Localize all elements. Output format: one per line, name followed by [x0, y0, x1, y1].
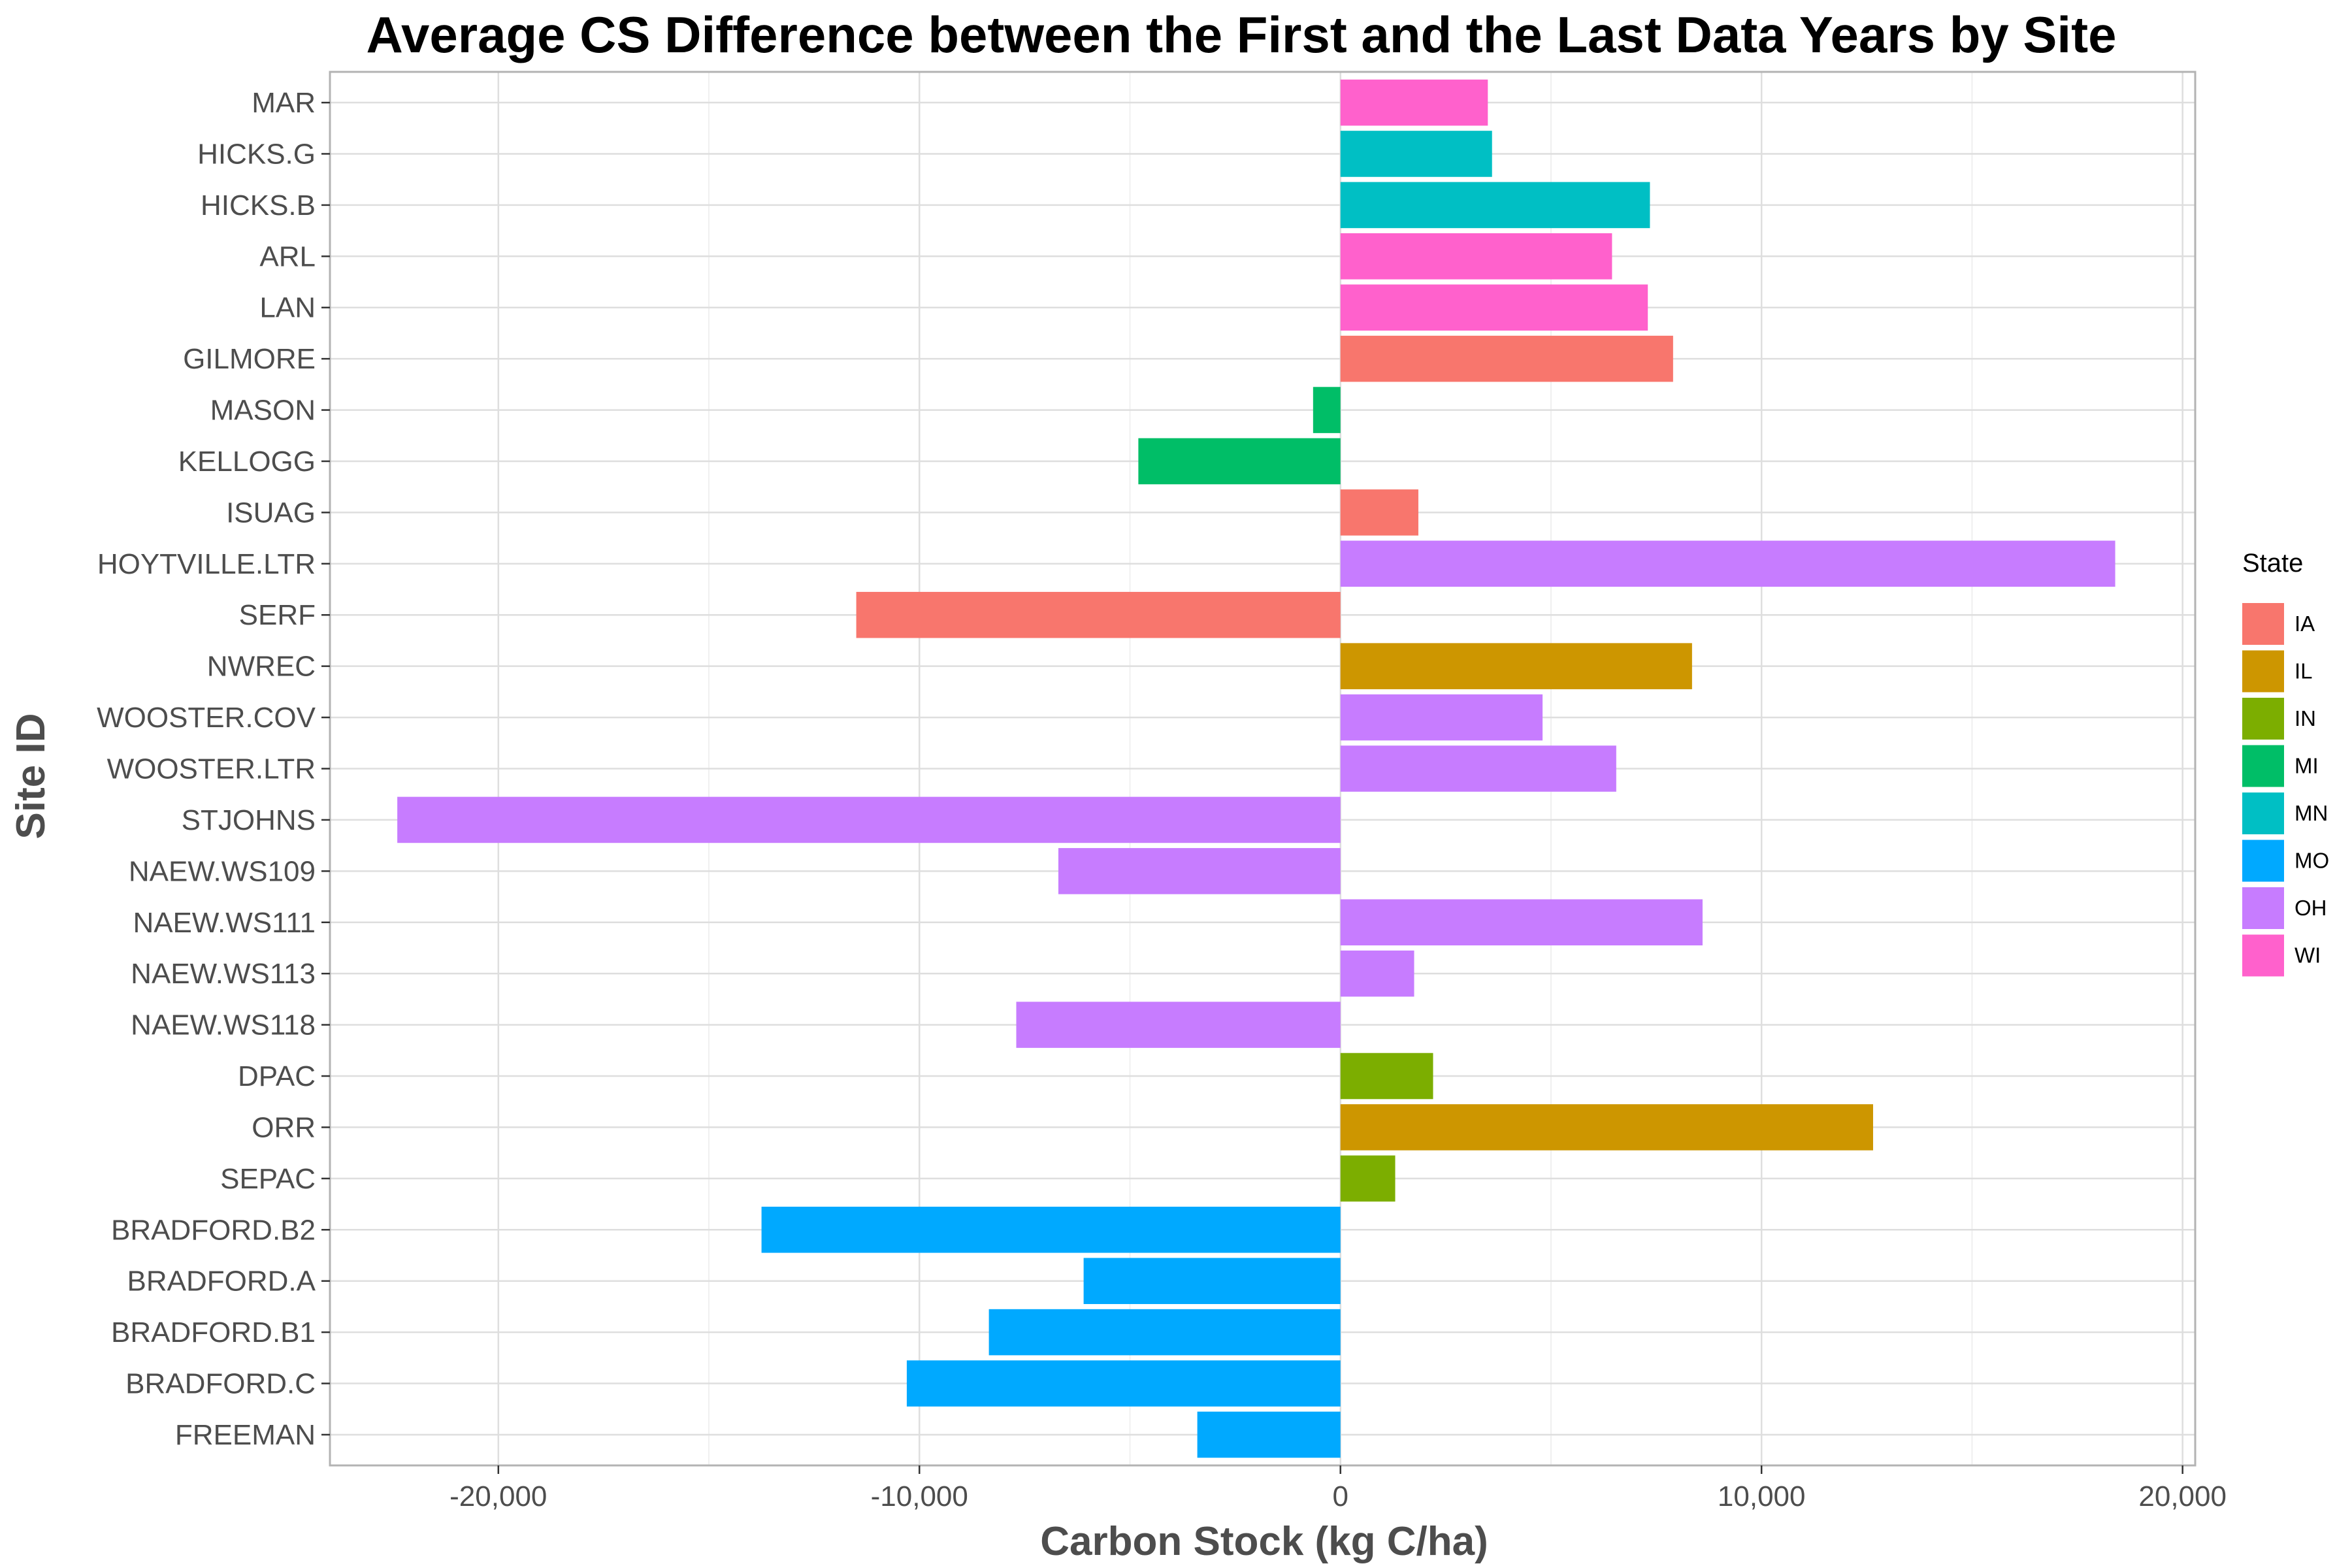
bar-freeman — [1197, 1411, 1341, 1458]
y-tick-label: HICKS.G — [197, 138, 316, 170]
bar-wooster-ltr — [1340, 745, 1616, 792]
legend-title: State — [2242, 549, 2303, 578]
legend-swatch-mo — [2242, 840, 2284, 882]
bar-mar — [1340, 79, 1488, 126]
y-tick-label: SEPAC — [220, 1163, 316, 1195]
y-tick-label: SERF — [239, 599, 316, 631]
y-tick-label: WOOSTER.LTR — [107, 753, 316, 785]
x-axis-title: Carbon Stock (kg C/ha) — [1040, 1519, 1488, 1564]
y-tick-label: NWREC — [207, 651, 316, 683]
bar-naew-ws118 — [1016, 1002, 1341, 1048]
y-tick-label: BRADFORD.C — [125, 1368, 316, 1400]
legend-swatch-mi — [2242, 745, 2284, 787]
y-tick-label: WOOSTER.COV — [97, 702, 316, 734]
bar-lan — [1340, 284, 1648, 331]
y-tick-label: LAN — [259, 292, 316, 324]
bar-serf — [856, 591, 1341, 638]
legend-label-il: IL — [2295, 659, 2313, 683]
y-tick-label: NAEW.WS111 — [133, 907, 316, 939]
legend-label-mo: MO — [2295, 849, 2329, 873]
y-tick-label: BRADFORD.B2 — [111, 1214, 316, 1246]
y-tick-label: MAR — [252, 87, 316, 119]
x-tick-label: -10,000 — [871, 1480, 968, 1512]
bar-dpac — [1340, 1053, 1433, 1100]
bar-gilmore — [1340, 335, 1673, 382]
legend-label-in: IN — [2295, 706, 2316, 730]
y-tick-label: KELLOGG — [178, 446, 316, 478]
legend-swatch-ia — [2242, 603, 2284, 645]
y-tick-label: ARL — [259, 240, 316, 272]
y-axis-title: Site ID — [8, 713, 54, 840]
bar-bradford-a — [1083, 1258, 1341, 1304]
legend-label-ia: IA — [2295, 612, 2315, 636]
plot-area: MAR HICKS.G HICKS.B ARL LAN GILMORE MASON KELLO… — [97, 71, 2227, 1512]
bar-bradford-b1 — [988, 1309, 1341, 1356]
bar-naew-ws111 — [1340, 899, 1703, 946]
y-tick-label: NAEW.WS109 — [129, 855, 316, 887]
y-tick-label: DPAC — [238, 1060, 316, 1092]
bar-bradford-b2 — [761, 1206, 1341, 1253]
y-tick-label: STJOHNS — [182, 804, 316, 836]
chart-title: Average CS Difference between the First … — [367, 6, 2117, 63]
bar-hicks-g — [1340, 131, 1492, 177]
y-tick-label: NAEW.WS118 — [131, 1009, 316, 1041]
y-tick-label: ISUAG — [226, 497, 316, 529]
legend-label-mi: MI — [2295, 754, 2319, 778]
bar-isuag — [1340, 489, 1418, 536]
legend-swatch-oh — [2242, 887, 2284, 929]
bar-orr — [1340, 1104, 1873, 1151]
legend-label-wi: WI — [2295, 943, 2321, 968]
legend: State IA IL IN MI MN MO OH WI — [2242, 549, 2329, 977]
bar-nwrec — [1340, 643, 1692, 689]
bar-hoytville-ltr — [1340, 540, 2115, 587]
x-tick-label: 20,000 — [2138, 1480, 2227, 1512]
legend-swatch-il — [2242, 650, 2284, 693]
bar-kellogg — [1138, 438, 1341, 485]
legend-label-mn: MN — [2295, 801, 2328, 825]
y-tick-label: FREEMAN — [175, 1419, 316, 1451]
x-tick-label: -20,000 — [449, 1480, 547, 1512]
y-tick-label: MASON — [210, 395, 316, 427]
y-tick-label: HOYTVILLE.LTR — [97, 548, 316, 580]
bar-mason — [1313, 387, 1341, 433]
legend-label-oh: OH — [2295, 896, 2327, 920]
x-tick-label: 10,000 — [1718, 1480, 1806, 1512]
bar-naew-ws113 — [1340, 950, 1414, 997]
bar-hicks-b — [1340, 182, 1650, 229]
y-tick-label: ORR — [252, 1111, 316, 1143]
bar-arl — [1340, 233, 1612, 280]
bar-naew-ws109 — [1058, 848, 1341, 894]
y-tick-label: BRADFORD.A — [127, 1266, 316, 1298]
y-tick-label: GILMORE — [183, 343, 316, 375]
legend-swatch-in — [2242, 698, 2284, 740]
x-tick-label: 0 — [1332, 1480, 1348, 1512]
bar-wooster-cov — [1340, 694, 1543, 741]
bar-sepac — [1340, 1155, 1396, 1202]
y-tick-label: BRADFORD.B1 — [111, 1316, 316, 1348]
legend-swatch-wi — [2242, 934, 2284, 977]
legend-swatch-mn — [2242, 792, 2284, 834]
bar-bradford-c — [906, 1360, 1341, 1407]
y-tick-label: HICKS.B — [201, 189, 316, 221]
y-tick-label: NAEW.WS113 — [131, 958, 316, 990]
bar-stjohns — [397, 796, 1341, 843]
